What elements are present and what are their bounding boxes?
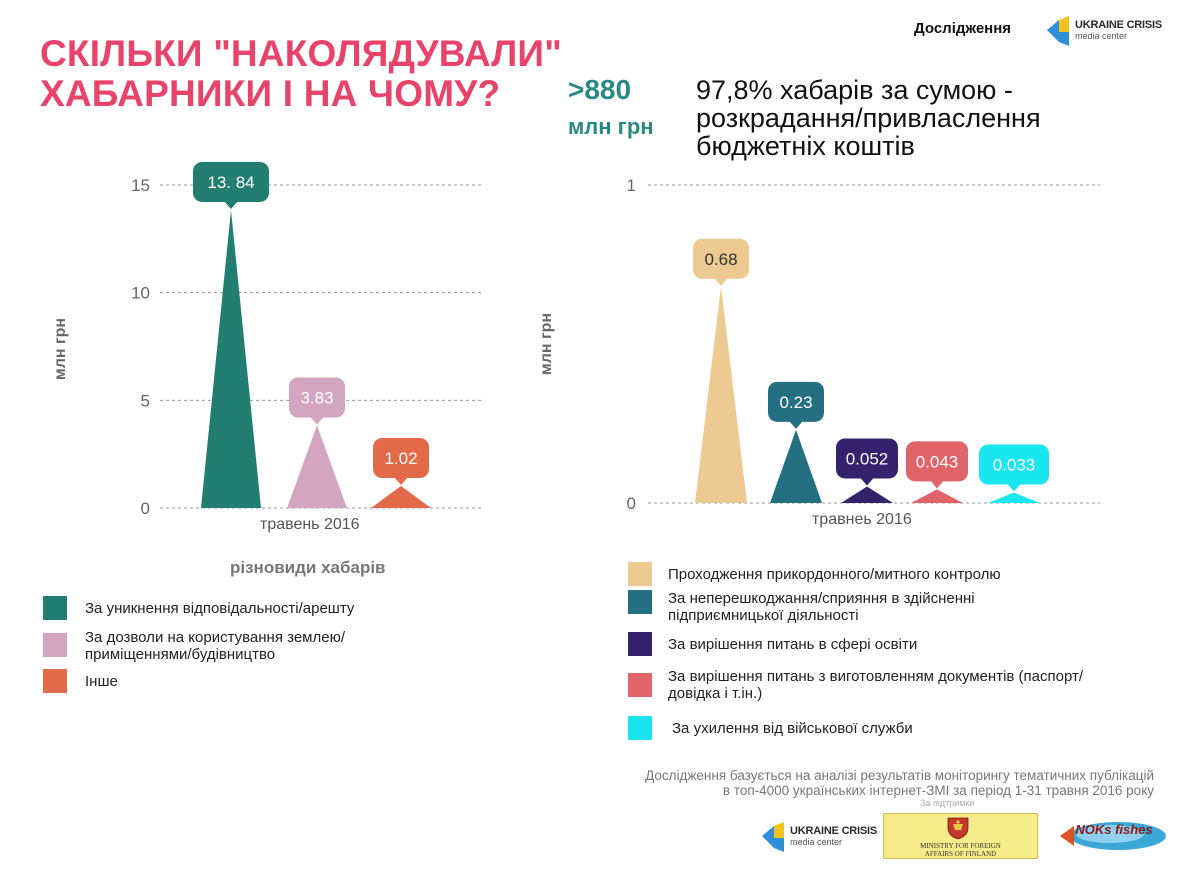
right-chart-ylabel: млн грн	[538, 312, 556, 376]
data-label-box	[906, 441, 968, 482]
legend-swatch	[628, 716, 652, 740]
highlight-description: 97,8% хабарів за сумою - розкрадання/при…	[696, 75, 1041, 161]
legend-item-label: За ухилення від військової служби	[672, 719, 913, 737]
data-label: 1.02	[384, 449, 417, 468]
highlight-value: >880	[568, 74, 632, 105]
support-label: За підтримки	[920, 798, 975, 808]
data-label-box	[289, 377, 345, 418]
legend-item-label: За вирішення питань в сфері освіти	[668, 635, 918, 653]
brand-subname: media center	[1075, 31, 1128, 41]
data-label-pointer	[860, 477, 874, 486]
legend-swatch	[43, 669, 67, 693]
legend-item: Проходження прикордонного/митного контро…	[628, 562, 1128, 586]
ukraine-crisis-logo-icon	[762, 822, 784, 852]
left-chart-category-label: травень 2016	[260, 516, 360, 533]
data-label-box	[979, 444, 1049, 485]
partner-3-name: NOKs fishes	[1075, 822, 1153, 837]
left-chart-ylabel: млн грн	[52, 317, 70, 381]
partner-1-subname: media center	[790, 837, 843, 847]
legend-swatch	[628, 590, 652, 614]
y-tick-label: 15	[131, 176, 150, 195]
bar-triangle	[988, 492, 1040, 503]
y-tick-label: 1	[627, 176, 636, 195]
bar-triangle	[371, 486, 431, 508]
left-chart-xlabel: різновиди хабарів	[230, 558, 386, 577]
left-legend: За уникнення відповідальності/арешту За …	[43, 596, 423, 693]
bar-triangle	[695, 286, 747, 503]
partner-2-line-1: MINISTRY FOR FOREIGN	[920, 842, 1001, 850]
legend-item: За дозволи на користування землею/приміщ…	[43, 629, 423, 663]
data-label: 0.033	[993, 456, 1036, 475]
data-label-pointer	[789, 420, 803, 429]
bar-triangle	[287, 425, 347, 508]
finland-coat-of-arms-icon	[947, 817, 969, 840]
data-label: 13. 84	[207, 173, 254, 192]
page-title: СКІЛЬКИ "НАКОЛЯДУВАЛИ" ХАБАРНИКИ І НА ЧО…	[40, 34, 562, 114]
y-tick-label: 5	[141, 391, 150, 410]
data-label-pointer	[394, 477, 408, 486]
legend-item-label: Інше	[85, 672, 118, 690]
brand-name: UKRAINE CRISIS	[1075, 19, 1163, 31]
data-label: 3.83	[300, 389, 333, 408]
data-label: 0.23	[779, 393, 812, 412]
data-label-box	[373, 438, 429, 479]
noks-fishes-logo-icon	[1060, 822, 1166, 850]
methodology-note-line-2: в топ-4000 українських інтернет-ЗМІ за п…	[722, 783, 1154, 798]
y-tick-label: 0	[627, 494, 636, 513]
legend-item: За вирішення питань в сфері освіти	[628, 632, 1128, 656]
legend-item-label: За вирішення питань з виготовленням доку…	[668, 668, 1084, 702]
bar-triangle	[201, 209, 261, 508]
data-label-box	[836, 438, 898, 479]
legend-item-label: За уникнення відповідальності/арешту	[85, 599, 355, 617]
data-label-pointer	[714, 277, 728, 286]
legend-item: Інше	[43, 669, 423, 693]
bar-triangle	[911, 489, 963, 503]
right-chart-category-label: травнеь 2016	[812, 511, 912, 528]
data-label: 0.68	[704, 250, 737, 269]
partner-noks-logo: NOKs fishes	[1060, 818, 1168, 852]
legend-swatch	[628, 562, 652, 586]
y-tick-label: 0	[141, 499, 150, 518]
methodology-note: Дослідження базується на аналізі результ…	[514, 768, 1154, 798]
data-label-pointer	[1007, 483, 1021, 492]
right-legend: Проходження прикордонного/митного контро…	[628, 562, 1128, 740]
bar-triangle	[770, 429, 822, 503]
partner-1-name: UKRAINE CRISIS	[790, 825, 878, 837]
page-title-line-2: ХАБАРНИКИ І НА ЧОМУ?	[40, 73, 501, 114]
data-label-box	[193, 161, 269, 202]
partner-finland-logo: MINISTRY FOR FOREIGN AFFAIRS OF FINLAND	[883, 813, 1038, 859]
partner-2-line-2: AFFAIRS OF FINLAND	[924, 850, 997, 858]
legend-item-label: За дозволи на користування землею/приміщ…	[85, 629, 345, 663]
legend-swatch	[43, 633, 67, 657]
header-brand: UKRAINE CRISIS media center	[1045, 16, 1162, 46]
methodology-note-line-1: Дослідження базується на аналізі результ…	[645, 768, 1154, 783]
legend-item: За уникнення відповідальності/арешту	[43, 596, 423, 620]
legend-swatch	[628, 673, 652, 697]
data-label-pointer	[310, 416, 324, 425]
data-label: 0.043	[916, 452, 959, 471]
data-label-pointer	[930, 480, 944, 489]
page-title-line-1: СКІЛЬКИ "НАКОЛЯДУВАЛИ"	[40, 33, 562, 74]
legend-item: За ухилення від військової служби	[628, 716, 1128, 740]
bar-triangle	[841, 486, 893, 503]
legend-swatch	[628, 632, 652, 656]
data-label-box	[693, 238, 749, 279]
data-label-box	[768, 381, 824, 422]
highlight-unit: млн грн	[568, 114, 654, 139]
data-label: 0.052	[846, 449, 889, 468]
legend-item-label: За неперешкоджання/сприяння в здійсненні…	[668, 590, 975, 624]
partner-ukraine-crisis-logo: UKRAINE CRISIS media center	[760, 822, 877, 852]
y-tick-label: 10	[131, 284, 150, 303]
legend-item: За вирішення питань з виготовленням доку…	[628, 668, 1128, 702]
ukraine-crisis-logo-icon	[1047, 16, 1069, 46]
research-label: Дослідження	[914, 20, 1012, 37]
data-label-pointer	[224, 200, 238, 209]
legend-swatch	[43, 596, 67, 620]
legend-item-label: Проходження прикордонного/митного контро…	[668, 565, 1001, 583]
legend-item: За неперешкоджання/сприяння в здійсненні…	[628, 590, 1128, 624]
